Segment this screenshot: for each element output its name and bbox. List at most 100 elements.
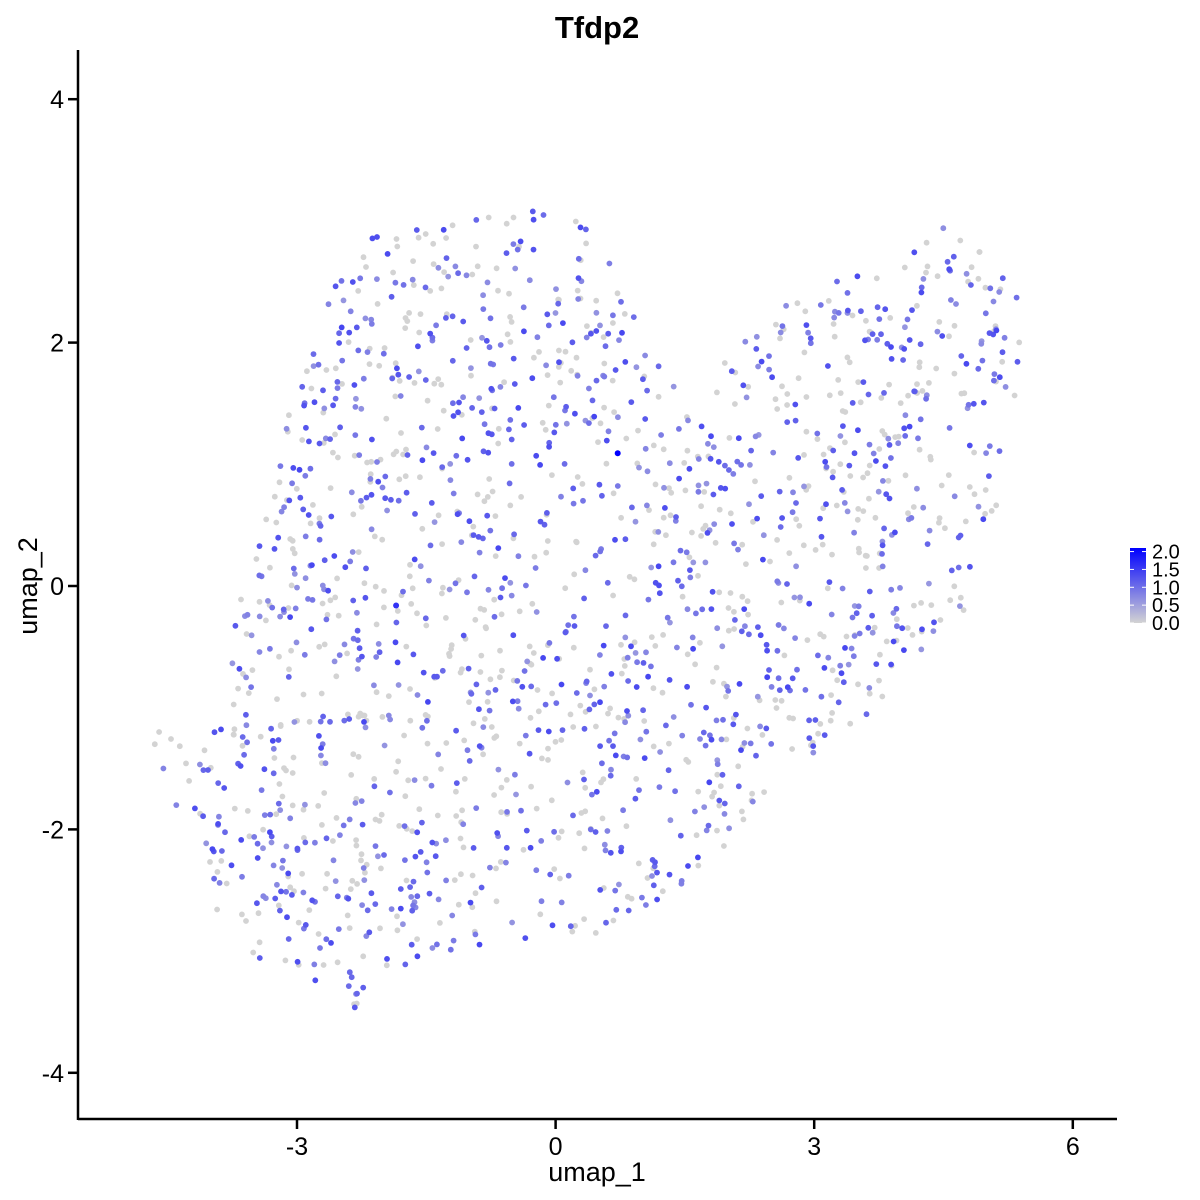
- cell-point: [363, 565, 369, 572]
- cell-point: [367, 471, 374, 478]
- cell-point: [555, 834, 562, 841]
- cell-point: [726, 435, 733, 441]
- cell-point: [978, 340, 985, 347]
- cell-point: [423, 622, 430, 629]
- cell-point: [346, 969, 353, 976]
- cell-point: [395, 497, 402, 504]
- cell-point: [335, 926, 342, 932]
- cell-point: [288, 582, 295, 589]
- cell-point: [278, 508, 285, 515]
- cell-point: [452, 580, 459, 587]
- cell-point: [936, 515, 943, 521]
- cell-point: [582, 784, 589, 791]
- cell-point: [545, 728, 552, 735]
- cell-point: [355, 549, 362, 555]
- cell-point: [623, 435, 630, 442]
- cell-point: [407, 561, 413, 568]
- cell-point: [551, 866, 558, 872]
- cell-point: [965, 401, 972, 408]
- cell-point: [434, 426, 441, 432]
- cell-point: [323, 367, 330, 373]
- cell-point: [260, 826, 266, 833]
- cell-point: [257, 733, 264, 740]
- cell-point: [281, 504, 287, 511]
- cell-point: [716, 506, 723, 513]
- cell-point: [553, 700, 560, 706]
- cell-point: [904, 316, 911, 323]
- cell-point: [905, 510, 911, 517]
- cell-point: [820, 633, 827, 640]
- cell-point: [758, 358, 765, 365]
- cell-point: [414, 610, 420, 617]
- cell-point: [411, 556, 418, 563]
- cell-point: [353, 837, 359, 843]
- cell-point: [453, 780, 460, 786]
- cell-point: [366, 361, 373, 367]
- cell-point: [700, 526, 707, 532]
- chart-title: Tfdp2: [555, 10, 639, 45]
- cell-point: [575, 255, 582, 262]
- cell-point: [578, 810, 585, 816]
- cell-point: [565, 872, 572, 879]
- cell-point: [892, 529, 898, 536]
- cell-point: [587, 666, 593, 673]
- cell-point: [609, 377, 616, 384]
- cell-point: [626, 573, 633, 580]
- cell-point: [820, 451, 827, 458]
- cell-point: [572, 410, 578, 417]
- cell-point: [286, 412, 292, 419]
- cell-point: [422, 615, 429, 622]
- cell-point: [866, 588, 873, 595]
- cell-point: [334, 385, 341, 391]
- cell-point: [406, 374, 412, 380]
- cell-point: [495, 287, 501, 294]
- cell-point: [834, 677, 841, 684]
- cell-point: [530, 650, 537, 656]
- cell-point: [675, 577, 681, 584]
- cell-point: [430, 261, 437, 267]
- y-tick-label: -4: [42, 1060, 64, 1088]
- cell-point: [424, 717, 430, 724]
- cell-point: [275, 902, 282, 909]
- cell-point: [567, 711, 574, 718]
- cell-point: [419, 724, 426, 731]
- cell-point: [238, 596, 244, 603]
- cell-point: [491, 792, 497, 798]
- x-tick-label: 6: [1066, 1133, 1080, 1161]
- cell-point: [606, 737, 612, 744]
- cell-point: [285, 936, 292, 942]
- x-axis-ticks: -3 0 3 6: [286, 1119, 1080, 1161]
- cell-point: [350, 597, 357, 604]
- cell-point: [467, 337, 474, 343]
- cell-point: [999, 349, 1006, 356]
- cell-point: [865, 624, 872, 631]
- cell-point: [478, 884, 485, 891]
- cell-point: [624, 654, 631, 661]
- cell-point: [652, 481, 659, 488]
- cell-point: [773, 321, 779, 328]
- cell-point: [465, 665, 472, 672]
- cell-point: [445, 273, 452, 280]
- cell-point: [625, 712, 632, 719]
- cell-point: [888, 586, 895, 593]
- cell-point: [944, 258, 951, 265]
- cell-point: [304, 368, 310, 375]
- cell-point: [243, 631, 250, 637]
- cell-point: [472, 931, 479, 938]
- cell-point: [339, 381, 345, 387]
- cell-point: [607, 772, 614, 779]
- cell-point: [248, 632, 255, 639]
- cell-point: [508, 461, 515, 467]
- cell-point: [410, 878, 417, 885]
- cell-point: [453, 452, 460, 459]
- cell-point: [447, 946, 454, 953]
- cell-point: [516, 740, 523, 747]
- cell-point: [599, 492, 605, 499]
- cell-point: [592, 552, 599, 559]
- cell-point: [306, 907, 313, 913]
- cell-point: [353, 395, 359, 402]
- cell-point: [827, 717, 834, 724]
- cell-point: [275, 534, 282, 541]
- cell-point: [256, 939, 263, 946]
- cell-point: [379, 536, 386, 543]
